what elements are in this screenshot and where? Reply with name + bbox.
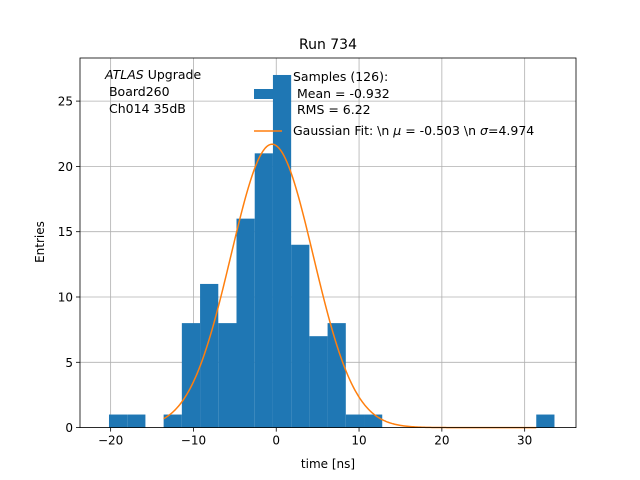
- x-tick-label: 0: [272, 434, 280, 448]
- histogram-bar: [200, 283, 219, 428]
- chart-title: Run 734: [299, 37, 357, 53]
- y-tick-label: 10: [58, 290, 73, 304]
- legend: Samples (126): Mean = -0.932 RMS = 6.22 …: [254, 69, 534, 138]
- histogram-bar: [327, 323, 346, 428]
- y-axis-label: Entries: [33, 221, 47, 263]
- histogram-bar: [364, 414, 383, 428]
- histogram-bar: [163, 414, 182, 428]
- histogram-bar: [218, 323, 237, 428]
- legend-hist-swatch: [254, 89, 282, 99]
- x-axis-label: time [ns]: [301, 457, 355, 471]
- atlas-annotation: ATLAS Upgrade Board260 Ch014 35dB: [104, 67, 201, 116]
- y-tick-label: 0: [65, 421, 73, 435]
- x-axis-ticks: −20 −10 0 10 20 30: [98, 427, 532, 448]
- x-tick-label: 10: [351, 434, 366, 448]
- histogram-bar: [272, 74, 292, 428]
- y-tick-label: 25: [58, 95, 73, 109]
- histogram-bars: [108, 74, 555, 428]
- legend-samples-line-1: Samples (126):: [293, 69, 388, 84]
- histogram-bar: [108, 414, 128, 428]
- y-tick-label: 20: [58, 160, 73, 174]
- y-tick-label: 15: [58, 225, 73, 239]
- y-axis-ticks: 0 5 10 15 20 25: [58, 95, 80, 435]
- legend-fit-label: Gaussian Fit: \n μ = -0.503 \n σ=4.974: [293, 123, 534, 138]
- histogram-bar: [236, 218, 255, 428]
- histogram-bar: [309, 336, 328, 428]
- histogram-bar: [291, 244, 310, 428]
- legend-fit-prefix: Gaussian Fit: \n: [293, 123, 393, 138]
- legend-fit-mu-symbol: μ: [392, 123, 401, 138]
- x-tick-label: 20: [434, 434, 449, 448]
- histogram-bar: [345, 414, 365, 428]
- plot-frame: [79, 57, 577, 429]
- histogram-bar: [536, 414, 555, 428]
- legend-fit-sigma-symbol: σ: [480, 123, 489, 138]
- annotation-line-2: Board260: [105, 84, 170, 99]
- x-tick-label: 30: [517, 434, 532, 448]
- annotation-line-1: ATLAS Upgrade: [104, 67, 201, 82]
- y-tick-label: 5: [65, 356, 73, 370]
- legend-samples-line-2: Mean = -0.932: [293, 86, 390, 101]
- legend-fit-mu-text: = -0.503 \n: [401, 123, 480, 138]
- histogram-bar: [254, 153, 273, 428]
- legend-samples-line-3: RMS = 6.22: [293, 102, 371, 117]
- annotation-atlas: ATLAS: [104, 67, 144, 82]
- annotation-line-3: Ch014 35dB: [105, 101, 186, 116]
- x-tick-label: −20: [98, 434, 123, 448]
- annotation-upgrade: Upgrade: [144, 67, 202, 82]
- x-tick-label: −10: [181, 434, 206, 448]
- histogram-bar: [127, 414, 146, 428]
- legend-fit-sigma-text: =4.974: [488, 123, 534, 138]
- histogram-bar: [181, 323, 201, 428]
